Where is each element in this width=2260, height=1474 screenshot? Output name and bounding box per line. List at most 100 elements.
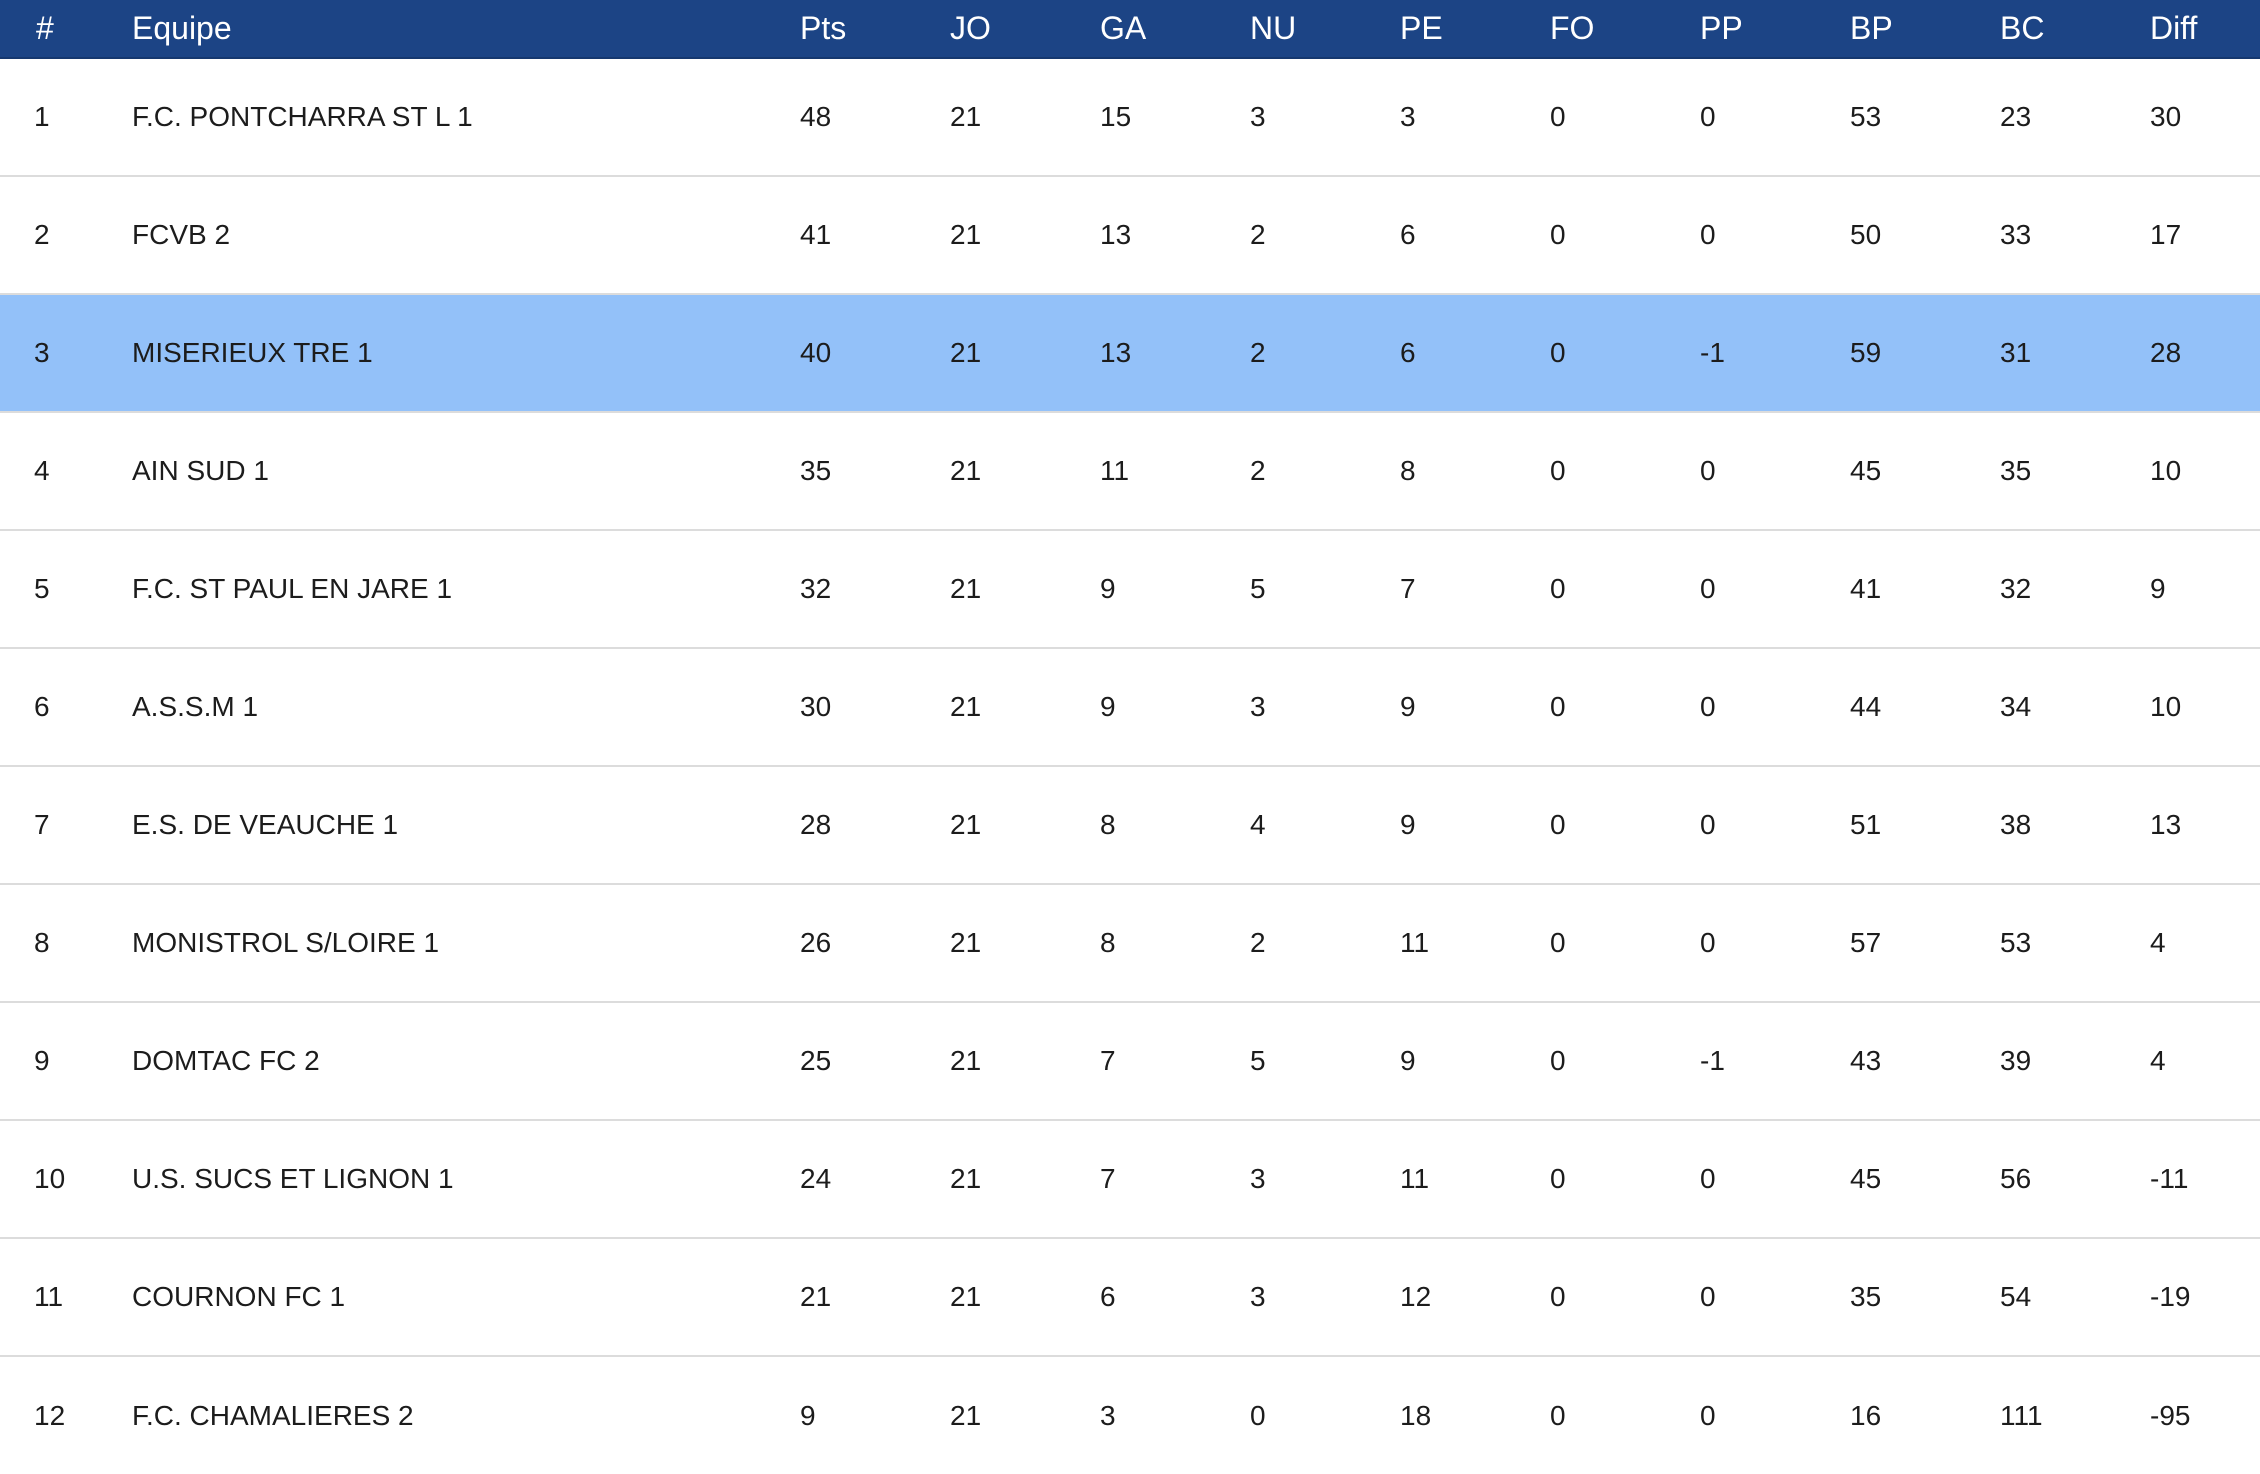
cell-pts: 40 xyxy=(800,294,950,413)
cell-bp: 57 xyxy=(1850,884,2000,1003)
cell-jo: 21 xyxy=(950,1399,982,1431)
cell-diff: 28 xyxy=(2150,294,2260,413)
cell-pe: 8 xyxy=(1400,412,1550,531)
cell-bc: 23 xyxy=(2000,58,2150,177)
column-header-nu[interactable]: NU xyxy=(1250,10,1297,46)
cell-pts: 35 xyxy=(800,412,950,531)
cell-jo: 21 xyxy=(950,648,1100,767)
column-header-ga[interactable]: GA xyxy=(1100,10,1147,46)
table-row[interactable]: 7 E.S. DE VEAUCHE 1 28 21 8 4 9 0 0 51 38 13 xyxy=(0,766,2260,885)
cell-diff: 13 xyxy=(2150,766,2260,885)
cell-ga: 15 xyxy=(1100,58,1250,177)
cell-pe: 6 xyxy=(1400,294,1550,413)
table-row[interactable]: 4 AIN SUD 1 35 21 11 2 8 0 0 45 35 10 xyxy=(0,412,2260,531)
cell-diff: 4 xyxy=(2150,1002,2260,1121)
column-header-fo[interactable]: FO xyxy=(1550,10,1595,46)
cell-bc: 32 xyxy=(2000,530,2150,649)
cell-jo: 21 xyxy=(950,1002,1100,1121)
cell-jo: 21 xyxy=(950,884,1100,1003)
cell-fo: 0 xyxy=(1550,1399,1566,1431)
cell-pp: -1 xyxy=(1700,1002,1850,1121)
header-row: # Equipe Pts JO GA NU PE FO PP BP BC Diff xyxy=(0,0,2260,58)
cell-team[interactable]: AIN SUD 1 xyxy=(132,412,800,531)
table-row[interactable]: 2 FCVB 2 41 21 13 2 6 0 0 50 33 17 xyxy=(0,176,2260,295)
cell-pp: 0 xyxy=(1700,1120,1850,1239)
cell-pe: 3 xyxy=(1400,58,1550,177)
cell-pe: 9 xyxy=(1400,766,1550,885)
cell-team[interactable]: A.S.S.M 1 xyxy=(132,648,800,767)
cell-jo: 21 xyxy=(950,1120,1100,1239)
column-header-pp[interactable]: PP xyxy=(1700,10,1743,46)
table-row[interactable]: 8 MONISTROL S/LOIRE 1 26 21 8 2 11 0 0 57 53 4 xyxy=(0,884,2260,1003)
table-row[interactable]: 5 F.C. ST PAUL EN JARE 1 32 21 9 5 7 0 0 41 32 9 xyxy=(0,530,2260,649)
table-row[interactable]: 11 COURNON FC 1 21 21 6 3 12 0 0 35 54 -19 xyxy=(0,1238,2260,1357)
cell-diff: 30 xyxy=(2150,58,2260,177)
cell-jo: 21 xyxy=(950,412,1100,531)
cell-team[interactable]: F.C. PONTCHARRA ST L 1 xyxy=(132,58,800,177)
cell-bp: 53 xyxy=(1850,58,2000,177)
cell-diff: 4 xyxy=(2150,884,2260,1003)
cell-bp: 45 xyxy=(1850,412,2000,531)
column-header-team[interactable]: Equipe xyxy=(132,10,232,46)
cell-jo: 21 xyxy=(950,58,1100,177)
cell-pts: 21 xyxy=(800,1238,950,1357)
cell-pts: 24 xyxy=(800,1120,950,1239)
cell-bp: 51 xyxy=(1850,766,2000,885)
cell-diff: 17 xyxy=(2150,176,2260,295)
cell-team[interactable]: E.S. DE VEAUCHE 1 xyxy=(132,766,800,885)
cell-ga: 8 xyxy=(1100,884,1250,1003)
cell-bp: 16 xyxy=(1850,1399,1882,1431)
cell-rank: 1 xyxy=(0,58,132,177)
column-header-bc[interactable]: BC xyxy=(2000,10,2045,46)
cell-pe: 11 xyxy=(1400,1120,1550,1239)
cell-nu: 3 xyxy=(1250,1238,1400,1357)
cell-team[interactable]: MISERIEUX TRE 1 xyxy=(132,294,800,413)
table-row[interactable]: 12 F.C. CHAMALIERES 2 9 21 3 0 18 0 0 16 111 -95 xyxy=(0,1356,2260,1474)
cell-bc: 54 xyxy=(2000,1238,2150,1357)
table-row[interactable]: 1 F.C. PONTCHARRA ST L 1 48 21 15 3 3 0 0 53 23 30 xyxy=(0,58,2260,177)
cell-pe: 7 xyxy=(1400,530,1550,649)
cell-bp: 43 xyxy=(1850,1002,2000,1121)
cell-nu: 3 xyxy=(1250,58,1400,177)
cell-team[interactable]: U.S. SUCS ET LIGNON 1 xyxy=(132,1120,800,1239)
column-header-bp[interactable]: BP xyxy=(1850,10,1893,46)
cell-pp: 0 xyxy=(1700,412,1850,531)
cell-jo: 21 xyxy=(950,1238,1100,1357)
cell-diff: -19 xyxy=(2150,1238,2260,1357)
cell-fo: 0 xyxy=(1550,1002,1700,1121)
cell-bp: 50 xyxy=(1850,176,2000,295)
cell-diff: -11 xyxy=(2150,1120,2260,1239)
table-row[interactable]: 3 MISERIEUX TRE 1 40 21 13 2 6 0 -1 59 31 28 xyxy=(0,294,2260,413)
cell-team[interactable]: F.C. CHAMALIERES 2 xyxy=(132,1399,414,1431)
cell-pts: 32 xyxy=(800,530,950,649)
cell-pe: 9 xyxy=(1400,648,1550,767)
table-row[interactable]: 9 DOMTAC FC 2 25 21 7 5 9 0 -1 43 39 4 xyxy=(0,1002,2260,1121)
cell-team[interactable]: DOMTAC FC 2 xyxy=(132,1002,800,1121)
cell-bp: 41 xyxy=(1850,530,2000,649)
cell-team[interactable]: FCVB 2 xyxy=(132,176,800,295)
cell-jo: 21 xyxy=(950,294,1100,413)
cell-fo: 0 xyxy=(1550,58,1700,177)
cell-pp: 0 xyxy=(1700,58,1850,177)
table-row[interactable]: 6 A.S.S.M 1 30 21 9 3 9 0 0 44 34 10 xyxy=(0,648,2260,767)
column-header-rank[interactable]: # xyxy=(36,10,54,46)
cell-team[interactable]: F.C. ST PAUL EN JARE 1 xyxy=(132,530,800,649)
table-row[interactable]: 10 U.S. SUCS ET LIGNON 1 24 21 7 3 11 0 0 45 56 -11 xyxy=(0,1120,2260,1239)
cell-fo: 0 xyxy=(1550,648,1700,767)
cell-pe: 18 xyxy=(1400,1399,1432,1431)
column-header-pts[interactable]: Pts xyxy=(800,10,847,46)
cell-pts: 48 xyxy=(800,58,950,177)
cell-pp: 0 xyxy=(1700,530,1850,649)
cell-bc: 38 xyxy=(2000,766,2150,885)
cell-rank: 3 xyxy=(0,294,132,413)
column-header-diff[interactable]: Diff xyxy=(2150,10,2198,46)
cell-pp: 0 xyxy=(1700,1399,1716,1431)
column-header-pe[interactable]: PE xyxy=(1400,10,1443,46)
cell-ga: 9 xyxy=(1100,648,1250,767)
cell-nu: 5 xyxy=(1250,530,1400,649)
cell-diff: -95 xyxy=(2150,1399,2191,1431)
cell-pe: 9 xyxy=(1400,1002,1550,1121)
cell-team[interactable]: MONISTROL S/LOIRE 1 xyxy=(132,884,800,1003)
cell-team[interactable]: COURNON FC 1 xyxy=(132,1238,800,1357)
column-header-jo[interactable]: JO xyxy=(950,10,991,46)
